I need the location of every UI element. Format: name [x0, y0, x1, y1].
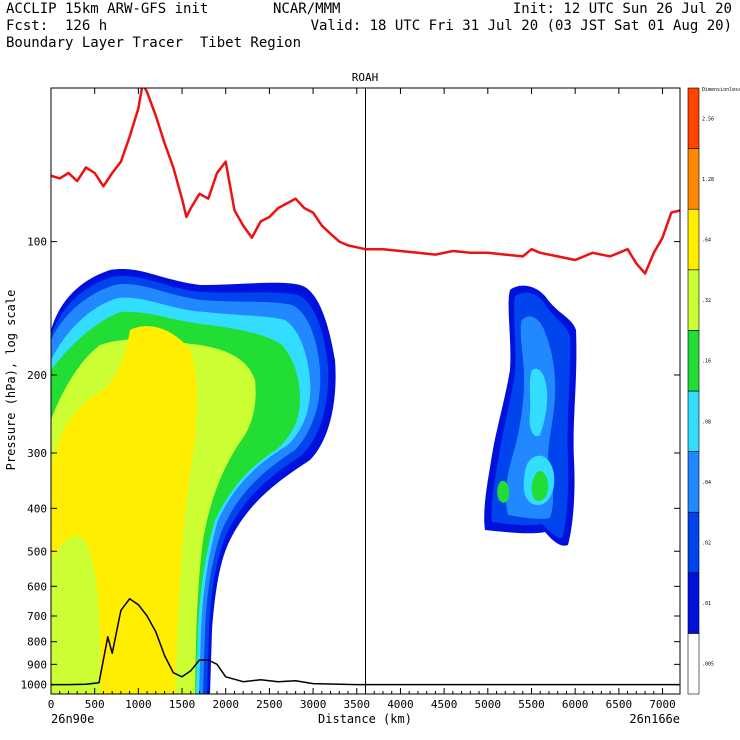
- legend-level-label: .32: [702, 298, 711, 304]
- x-start-label: 26n90e: [51, 712, 94, 726]
- header-line3-left: Boundary Layer Tracer Tibet Region: [6, 35, 302, 51]
- legend-color-box: [687, 330, 700, 392]
- y-axis-label: Pressure (hPa), log scale: [4, 290, 18, 471]
- x-tick-label: 1000: [125, 698, 152, 711]
- legend-level-label: .04: [702, 480, 711, 486]
- chart-title: ROAH: [352, 71, 379, 84]
- tracer-contour-fills: [51, 268, 577, 694]
- legend-color-box: [687, 572, 700, 634]
- legend-color-box: [687, 87, 700, 149]
- legend-level-label: .08: [702, 419, 711, 425]
- legend-color-box: [687, 511, 700, 574]
- y-tick-label: 500: [27, 545, 47, 558]
- y-tick-label: 1000: [21, 679, 48, 692]
- x-tick-label: 0: [48, 698, 55, 711]
- x-tick-label: 3500: [344, 698, 371, 711]
- y-tick-label: 600: [27, 580, 47, 593]
- x-tick-label: 4000: [387, 698, 414, 711]
- header-line1-right: Init: 12 UTC Sun 26 Jul 20: [512, 1, 732, 17]
- legend-color-box: [687, 451, 700, 513]
- legend-color-box: [687, 269, 700, 331]
- x-tick-label: 6000: [562, 698, 589, 711]
- header-line1-left: ACCLIP 15km ARW-GFS init: [6, 1, 209, 17]
- contour-band-14: [497, 480, 510, 503]
- legend-level-label: .64: [702, 238, 711, 244]
- x-tick-label: 4500: [431, 698, 458, 711]
- legend-level-label: 1.28: [702, 177, 714, 183]
- legend-color-box: [687, 633, 700, 695]
- x-tick-label: 3000: [300, 698, 327, 711]
- legend-level-label: .01: [702, 601, 711, 607]
- contour-band-7: [51, 536, 100, 694]
- header-line1-mid: NCAR/MMM: [273, 1, 341, 17]
- legend-color-box: [687, 148, 700, 210]
- y-tick-label: 900: [27, 658, 47, 671]
- x-tick-label: 5000: [475, 698, 502, 711]
- legend-level-label: .02: [702, 541, 711, 547]
- terrain-line: [51, 598, 680, 686]
- x-tick-label: 5500: [518, 698, 545, 711]
- x-end-label: 26n166e: [629, 712, 680, 726]
- y-tick-label: 700: [27, 610, 47, 623]
- legend-level-label: .16: [702, 359, 711, 365]
- header-line2-right: Valid: 18 UTC Fri 31 Jul 20 (03 JST Sat …: [310, 18, 732, 34]
- y-tick-label: 300: [27, 447, 47, 460]
- y-tick-label: 400: [27, 502, 47, 515]
- contour-band-13: [531, 471, 549, 502]
- color-legend: .005 .01 .02 .04 .08 .16 .32 .64 1.28 2.56 Dimensi…: [687, 87, 740, 695]
- y-tick-label: 200: [27, 369, 47, 382]
- contour-band-11: [529, 368, 548, 437]
- tropopause-line: [51, 88, 680, 275]
- legend-level-label: .005: [702, 662, 714, 668]
- y-tick-label: 800: [27, 636, 47, 649]
- x-tick-label: 2500: [256, 698, 283, 711]
- y-tick-label: 100: [27, 236, 47, 249]
- x-tick-label: 2000: [212, 698, 239, 711]
- x-tick-label: 1500: [169, 698, 196, 711]
- x-tick-label: 6500: [606, 698, 633, 711]
- x-tick-label: 7000: [649, 698, 676, 711]
- legend-level-label: 2.56: [702, 116, 714, 122]
- legend-unit-label: Dimensionless: [702, 87, 740, 93]
- header-line2-left: Fcst: 126 h: [6, 18, 108, 34]
- legend-color-box: [687, 208, 700, 271]
- x-axis-label: Distance (km): [318, 712, 412, 726]
- legend-color-box: [687, 390, 700, 452]
- x-tick-label: 500: [85, 698, 105, 711]
